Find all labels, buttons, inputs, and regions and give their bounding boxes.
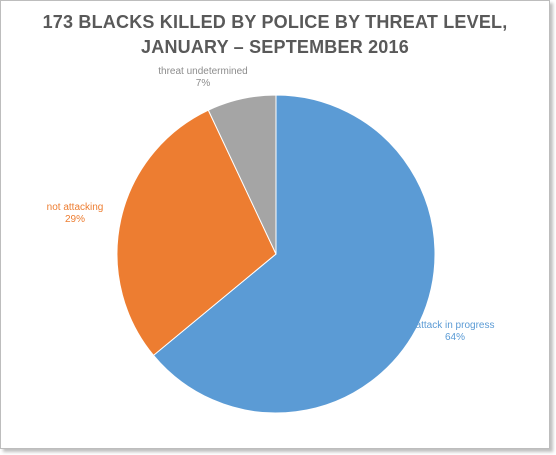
chart-title-line-2: JANUARY – SEPTEMBER 2016 <box>141 37 409 57</box>
slice-label-name: attack in progress <box>415 320 495 331</box>
slice-label-name: threat undetermined <box>158 66 248 77</box>
pie-chart <box>116 94 436 414</box>
slice-label-threat-undetermined: threat undetermined 7% <box>143 66 263 90</box>
pie-slice-attack-in-progress <box>152 94 436 414</box>
pie-slice-not-attacking <box>116 109 277 357</box>
slice-label-not-attacking: not attacking 29% <box>30 202 120 226</box>
pie-slice-threat-undetermined <box>207 94 277 255</box>
slice-label-percent: 64% <box>444 332 465 343</box>
slice-label-percent: 7% <box>195 78 211 89</box>
chart-title-line-1: 173 BLACKS KILLED BY POLICE BY THREAT LE… <box>42 12 508 32</box>
slice-label-name: not attacking <box>46 202 104 213</box>
slice-label-attack-in-progress: attack in progress 64% <box>400 320 510 344</box>
slice-label-percent: 29% <box>64 214 85 225</box>
